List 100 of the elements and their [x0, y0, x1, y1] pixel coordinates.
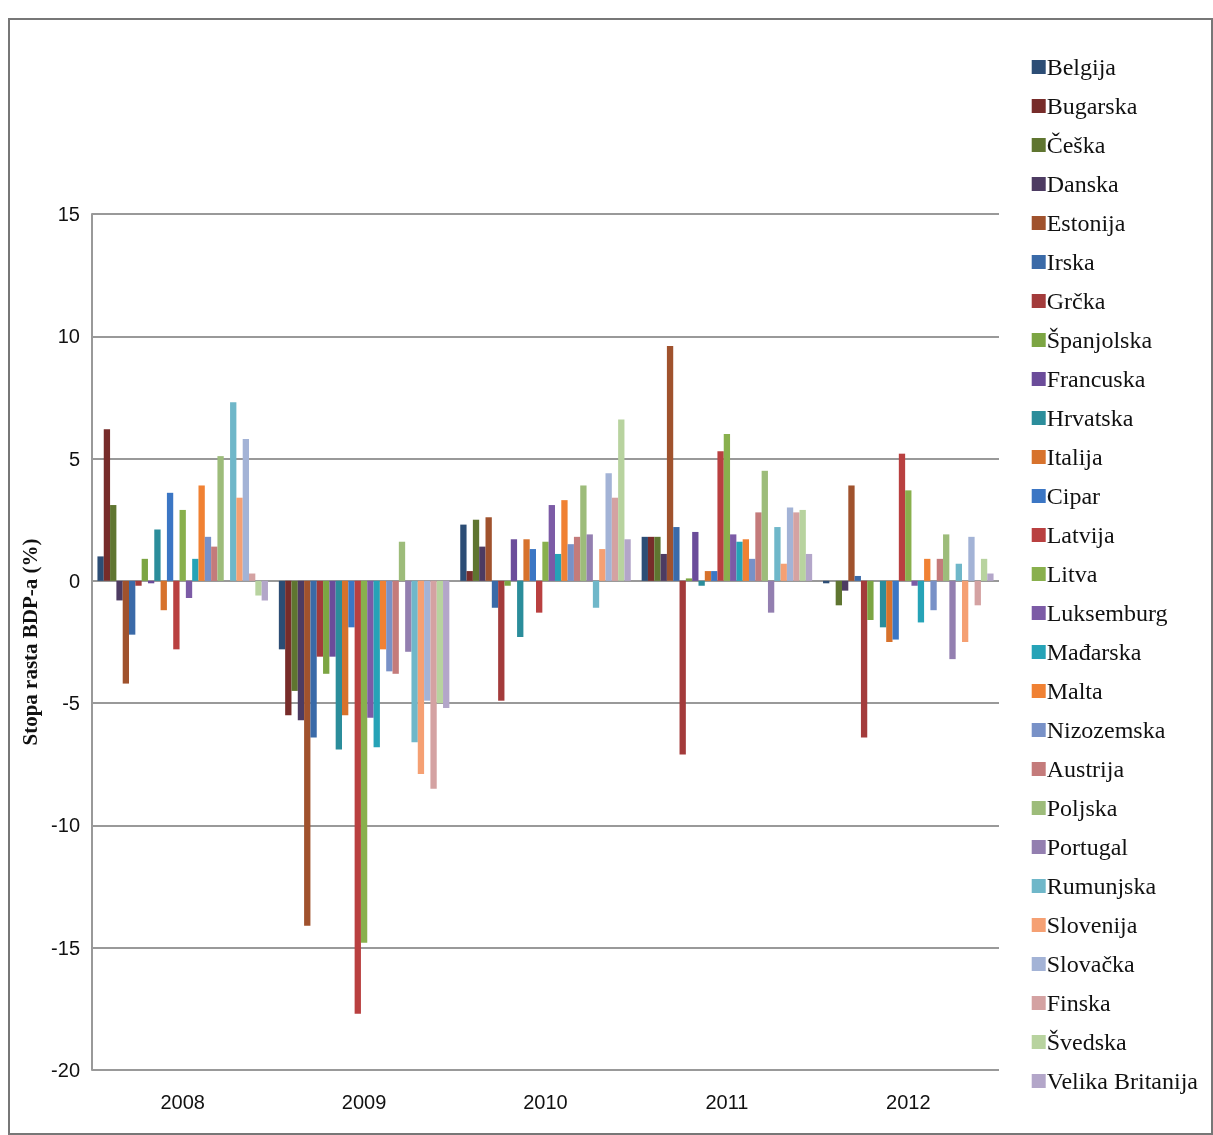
bar — [517, 580, 524, 638]
bar — [173, 580, 180, 650]
bar — [573, 536, 581, 581]
bar — [141, 558, 148, 581]
bar — [255, 580, 262, 596]
legend-label: Belgija — [1046, 54, 1117, 80]
bar — [704, 571, 712, 581]
bar — [749, 558, 756, 581]
bar — [278, 580, 286, 650]
bar — [641, 536, 648, 581]
legend-label: Francuska — [1046, 366, 1146, 392]
bar — [154, 529, 161, 581]
bar — [510, 539, 518, 581]
bar — [949, 580, 956, 660]
legend-label: Estonija — [1046, 210, 1126, 236]
bar — [943, 534, 950, 581]
x-tick-label: 2012 — [886, 1091, 931, 1113]
y-tick-label: -15 — [51, 936, 80, 959]
bar — [554, 553, 562, 581]
bar — [122, 580, 130, 684]
bar — [424, 580, 431, 701]
bar — [736, 541, 743, 581]
bar — [249, 573, 256, 581]
bar — [523, 539, 530, 581]
bar — [968, 536, 975, 581]
bar — [485, 517, 492, 581]
bar — [342, 580, 349, 716]
legend-label: Irska — [1046, 249, 1096, 275]
bar — [529, 549, 537, 581]
x-tick-label: 2008 — [160, 1091, 205, 1113]
bar — [924, 558, 931, 581]
bar — [204, 536, 212, 581]
legend-label: Slovenija — [1046, 912, 1138, 938]
bar — [291, 580, 298, 691]
bar — [936, 558, 944, 581]
bar — [805, 553, 813, 581]
bar — [898, 453, 906, 581]
bar — [980, 558, 988, 581]
bar — [586, 534, 593, 581]
bar — [348, 580, 355, 628]
legend-label: Švedska — [1046, 1029, 1128, 1055]
x-tick-label: 2009 — [341, 1091, 387, 1113]
legend-label: Španjolska — [1046, 327, 1153, 353]
y-axis-title: Stopa rasta BDP-a (%) — [17, 538, 42, 746]
bar — [230, 402, 237, 581]
bar — [654, 536, 661, 581]
bar — [961, 580, 969, 642]
bar — [854, 575, 861, 581]
legend-label: Velika Britanija — [1046, 1068, 1199, 1094]
bar — [605, 473, 612, 581]
bar — [730, 534, 737, 581]
legend-label: Hrvatska — [1046, 405, 1134, 431]
bar — [767, 580, 775, 613]
legend-label: Grčka — [1046, 288, 1106, 314]
bar — [411, 580, 418, 743]
legend-label: Finska — [1046, 990, 1112, 1016]
bar — [761, 470, 768, 581]
bar — [110, 505, 117, 581]
bar — [742, 539, 749, 581]
bar — [116, 580, 123, 601]
y-tick-label: -5 — [62, 692, 80, 715]
bar — [905, 490, 912, 581]
bar — [129, 580, 136, 635]
bar — [323, 580, 330, 674]
bar — [460, 524, 467, 581]
y-tick-label: 0 — [68, 569, 80, 592]
legend-label: Slovačka — [1046, 951, 1136, 977]
bar — [211, 546, 218, 581]
bar — [793, 512, 800, 581]
bar — [417, 580, 425, 775]
bar — [430, 580, 437, 789]
bar — [841, 580, 849, 591]
legend-label: Mađarska — [1046, 639, 1142, 665]
bar — [472, 519, 480, 581]
bar — [955, 563, 962, 581]
legend-label: Austrija — [1046, 756, 1125, 782]
bar — [285, 580, 292, 716]
bar — [185, 580, 193, 598]
bar — [624, 539, 631, 581]
bar — [848, 485, 855, 581]
bar — [379, 580, 387, 650]
bar — [987, 573, 994, 581]
legend-label: Cipar — [1046, 483, 1101, 509]
bar — [392, 580, 399, 674]
bar — [97, 556, 104, 581]
legend-label: Latvija — [1046, 522, 1116, 548]
bar — [310, 580, 317, 738]
bar — [660, 553, 667, 581]
bar — [198, 485, 205, 581]
bar — [405, 580, 412, 652]
bar — [304, 580, 311, 926]
bar — [599, 549, 606, 581]
bar — [236, 497, 243, 581]
bar — [611, 497, 619, 581]
y-tick-label: 5 — [68, 447, 80, 470]
bar — [974, 580, 981, 606]
bar — [835, 580, 842, 606]
legend-label: Bugarska — [1046, 93, 1138, 119]
legend-label: Italija — [1046, 444, 1104, 470]
legend-label: Portugal — [1046, 834, 1129, 860]
